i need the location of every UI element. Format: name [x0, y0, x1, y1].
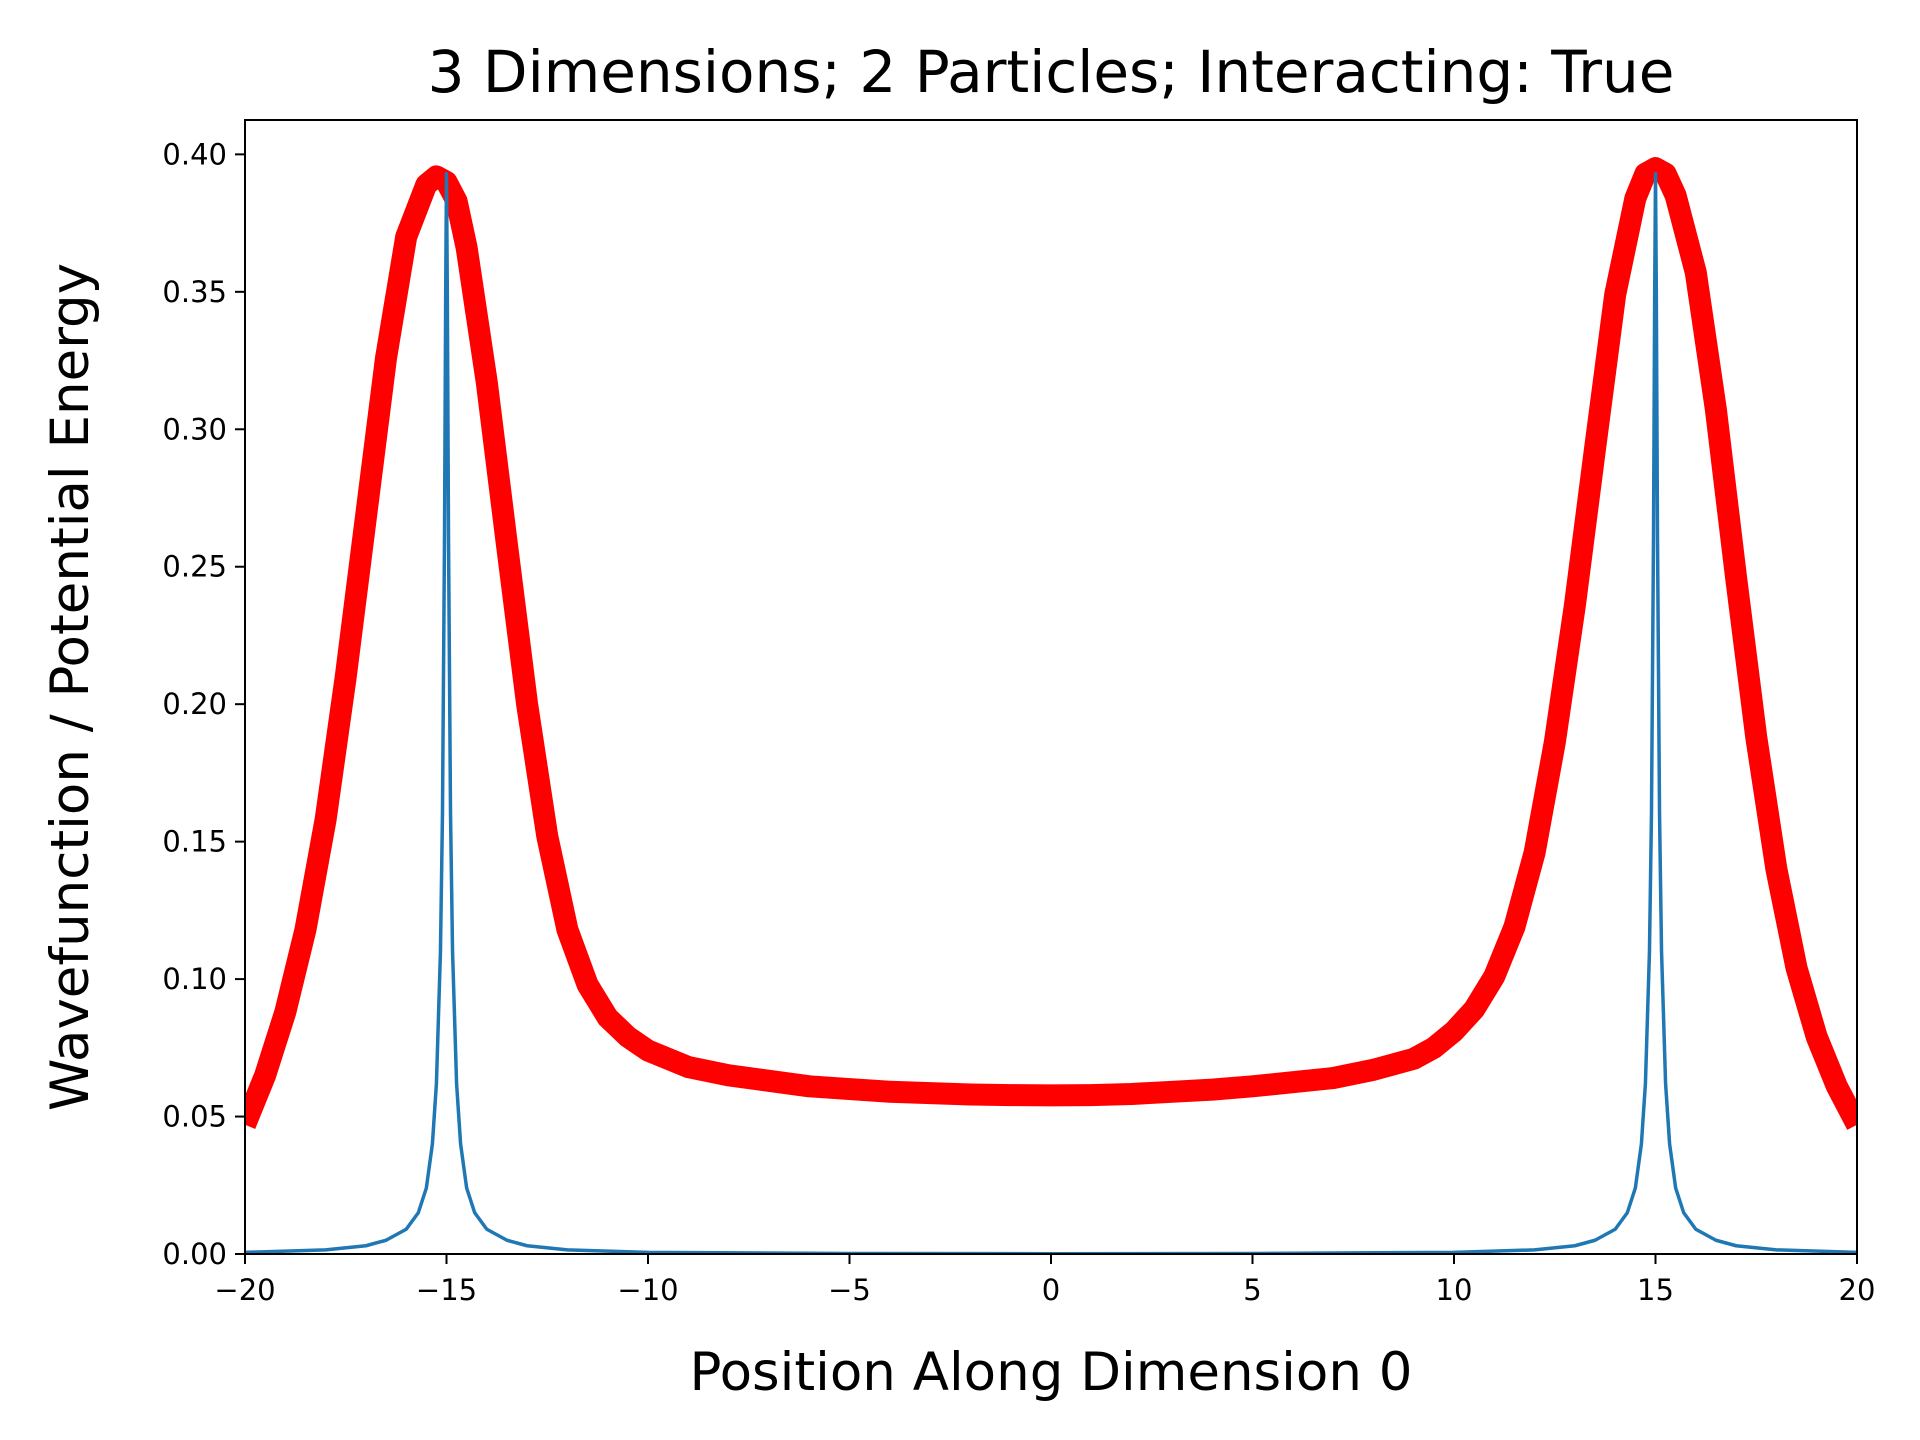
- y-tick-label: 0.15: [162, 825, 227, 859]
- x-tick-label: −15: [416, 1273, 477, 1307]
- x-tick-label: 0: [1042, 1273, 1060, 1307]
- y-axis-ticks: 0.00 0.05 0.10 0.15 0.20 0.25 0.30 0.35 0.40: [162, 137, 245, 1271]
- x-axis-ticks: −20 −15 −10 −5 0 5 10 15 20: [214, 1254, 1875, 1307]
- y-tick-label: 0.30: [162, 412, 227, 446]
- y-axis-label: Wavefunction / Potential Energy: [40, 263, 101, 1111]
- x-tick-label: 15: [1637, 1273, 1674, 1307]
- x-tick-label: 5: [1243, 1273, 1261, 1307]
- y-tick-label: 0.10: [162, 962, 227, 996]
- y-tick-label: 0.20: [162, 687, 227, 721]
- y-tick-label: 0.25: [162, 550, 227, 584]
- x-tick-label: −5: [828, 1273, 871, 1307]
- x-tick-label: −10: [617, 1273, 678, 1307]
- y-tick-label: 0.40: [162, 137, 227, 171]
- x-axis-label: Position Along Dimension 0: [690, 1342, 1413, 1403]
- y-tick-label: 0.35: [162, 275, 227, 309]
- y-tick-label: 0.00: [162, 1237, 227, 1271]
- x-tick-label: 20: [1839, 1273, 1876, 1307]
- x-tick-label: 10: [1436, 1273, 1473, 1307]
- y-tick-label: 0.05: [162, 1100, 227, 1134]
- x-tick-label: −20: [214, 1273, 275, 1307]
- chart-title: 3 Dimensions; 2 Particles; Interacting: …: [428, 38, 1675, 106]
